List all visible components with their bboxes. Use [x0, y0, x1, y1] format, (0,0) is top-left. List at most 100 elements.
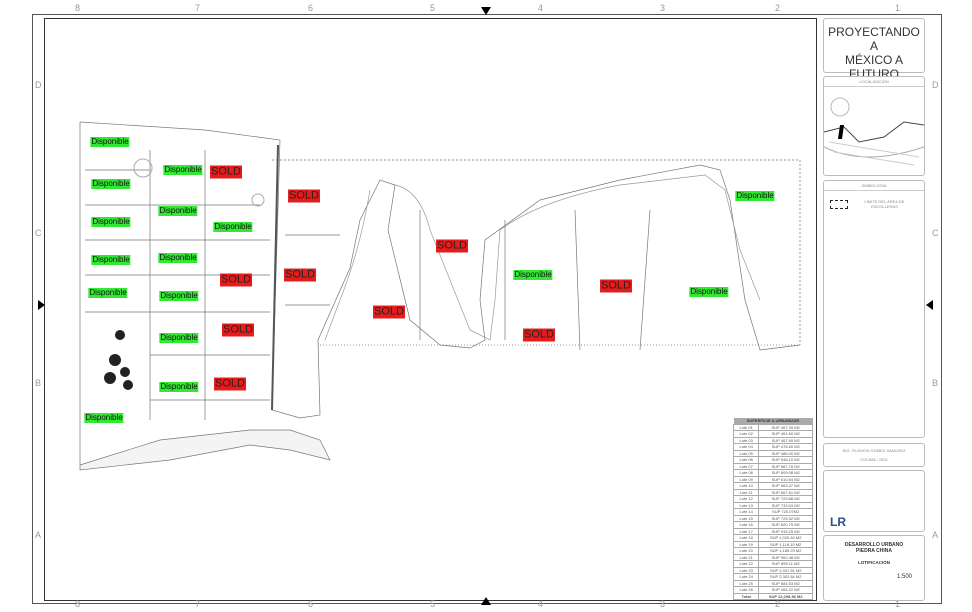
grid-column-label: 5	[430, 3, 436, 13]
owner-name: ING. FILEMON GOMEZ SANCHEZ	[842, 448, 906, 453]
escolleras-boundary-icon	[830, 199, 848, 209]
lot-name: Lote 26	[732, 586, 760, 594]
lot-available-label[interactable]: Disponible	[91, 217, 131, 227]
lot-name: Lote 25	[732, 579, 760, 587]
lot-area: SUP 725.92 M2	[758, 514, 813, 522]
grid-column-label: 3	[660, 3, 666, 13]
grid-column-label: 4	[538, 3, 544, 13]
grid-row-label: D	[35, 80, 42, 90]
lot-area: SUP 2,302.84 M2	[758, 573, 813, 581]
top-center-marker-icon	[481, 7, 491, 15]
grid-column-label: 1	[895, 3, 901, 13]
legend-header: SIMBOLOGÍA	[824, 181, 924, 191]
table-row: Lote 15 SUP 725.92 M2	[732, 514, 813, 522]
surface-table-header: SUPERFICIE A URBANIZAR	[733, 418, 813, 424]
table-row: Lote 14 SUP 720.07M2	[732, 508, 813, 516]
lot-available-label[interactable]: Disponible	[91, 255, 131, 265]
grid-column-label: 7	[195, 3, 201, 13]
total-label: Total	[732, 592, 760, 600]
lot-available-label[interactable]: Disponible	[91, 179, 131, 189]
lot-available-label[interactable]: Disponible	[689, 287, 729, 297]
table-row: Lote 22 SUP 899.11 M2	[732, 560, 813, 568]
lot-available-label[interactable]: Disponible	[84, 413, 124, 423]
lot-sold-label[interactable]: SOLD	[220, 273, 252, 287]
lot-available-label[interactable]: Disponible	[158, 253, 198, 263]
lot-available-label[interactable]: Disponible	[159, 382, 199, 392]
grid-row-label: A	[35, 530, 42, 540]
table-row: Lote 16 SUP 820.75 M2	[732, 521, 813, 529]
lot-sold-label[interactable]: SOLD	[288, 189, 320, 203]
lot-sold-label[interactable]: SOLD	[600, 279, 632, 293]
lot-area: SUP 1,189.23 M2	[758, 547, 813, 555]
table-row: Lote 25 SUP 684.53 M2	[732, 579, 813, 587]
grid-column-label: 7	[195, 599, 201, 609]
lot-available-label[interactable]: Disponible	[735, 191, 775, 201]
lot-name: Lote 16	[732, 521, 760, 529]
left-center-marker-icon	[38, 300, 45, 310]
lot-name: Lote 21	[732, 553, 760, 561]
table-row: Lote 19 SUP 1,118.10 M2	[732, 540, 813, 548]
lot-name: Lote 17	[732, 527, 760, 535]
lot-area: SUP 2,337.51 M2	[758, 566, 813, 574]
right-center-marker-icon	[926, 300, 933, 310]
lot-name: Lote 24	[732, 573, 760, 581]
lot-sold-label[interactable]: SOLD	[373, 305, 405, 319]
lot-name: Lote 20	[732, 547, 760, 555]
lot-name: Lote 19	[732, 540, 760, 548]
project-name-line1: DESARROLLO URBANO	[844, 542, 904, 548]
legend-item-label: LÍMITE DEL ÁREA DE ESCOLLERAS	[864, 199, 905, 209]
grid-column-label: 1	[895, 599, 901, 609]
lot-available-label[interactable]: Disponible	[158, 206, 198, 216]
lot-name: Lote 23	[732, 566, 760, 574]
lot-sold-label[interactable]: SOLD	[222, 323, 254, 337]
table-row: Lote 24 SUP 2,302.84 M2	[732, 573, 813, 581]
lot-available-label[interactable]: Disponible	[163, 165, 203, 175]
company-name-line1: PROYECTANDO A	[828, 25, 920, 53]
total-area: SUP 22,298.96 M2	[758, 592, 813, 600]
bottom-center-marker-icon	[481, 597, 491, 605]
table-row: Lote 20 SUP 1,189.23 M2	[732, 547, 813, 555]
grid-column-label: 6	[308, 3, 314, 13]
table-row: Lote 21 SUP 962.48 M2	[732, 553, 813, 561]
grid-column-label: 3	[660, 599, 666, 609]
lot-area: SUP 820.75 M2	[758, 521, 813, 529]
table-row: Lote 18 SUP 1,020.40 M2	[732, 534, 813, 542]
lot-name: Lote 18	[732, 534, 760, 542]
lot-area: SUP 915.25 M2	[758, 527, 813, 535]
grid-row-label: A	[932, 530, 939, 540]
project-block: DESARROLLO URBANO PIEDRA CHINA LOTIFICAC…	[823, 535, 925, 601]
grid-row-label: D	[932, 80, 939, 90]
lot-name: Lote 15	[732, 514, 760, 522]
legend-block: SIMBOLOGÍA LÍMITE DEL ÁREA DE ESCOLLERAS	[823, 180, 925, 438]
lot-area: SUP 899.11 M2	[758, 560, 813, 568]
lot-sold-label[interactable]: SOLD	[523, 328, 555, 342]
lot-available-label[interactable]: Disponible	[88, 288, 128, 298]
lot-sold-label[interactable]: SOLD	[284, 268, 316, 282]
grid-column-label: 5	[430, 599, 436, 609]
table-row: Lote 17 SUP 915.25 M2	[732, 527, 813, 535]
logo: LR	[830, 515, 846, 529]
lot-available-label[interactable]: Disponible	[513, 270, 553, 280]
lot-sold-label[interactable]: SOLD	[210, 165, 242, 179]
grid-row-label: C	[932, 228, 939, 238]
lot-available-label[interactable]: Disponible	[213, 222, 253, 232]
total-row: Total SUP 22,298.96 M2	[732, 592, 813, 600]
lot-area: SUP 264.22 M2	[758, 586, 813, 594]
lot-area: SUP 720.07M2	[758, 508, 813, 516]
grid-column-label: 8	[75, 599, 81, 609]
lot-sold-label[interactable]: SOLD	[214, 377, 246, 391]
lot-available-label[interactable]: Disponible	[90, 137, 130, 147]
grid-column-label: 6	[308, 599, 314, 609]
lot-area: SUP 684.53 M2	[758, 579, 813, 587]
lot-area: SUP 1,118.10 M2	[758, 540, 813, 548]
lot-available-label[interactable]: Disponible	[159, 333, 199, 343]
grid-row-label: B	[35, 378, 42, 388]
lot-sold-label[interactable]: SOLD	[436, 239, 468, 253]
project-name-line2: PIEDRA CHINA	[856, 548, 892, 554]
grid-column-label: 4	[538, 599, 544, 609]
table-row: Lote 23 SUP 2,337.51 M2	[732, 566, 813, 574]
sheet-title: LOTIFICACIÓN	[858, 560, 890, 565]
surface-table: SUPERFICIE A URBANIZAR Lote 01 SUP 467.39…	[732, 418, 813, 600]
lot-available-label[interactable]: Disponible	[159, 291, 199, 301]
